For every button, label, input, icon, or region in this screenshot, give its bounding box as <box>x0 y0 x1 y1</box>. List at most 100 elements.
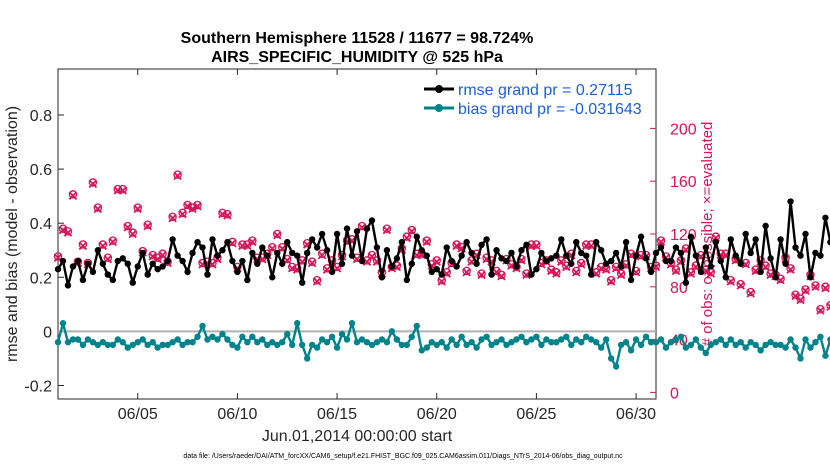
bias-point <box>672 336 680 343</box>
rmse-point <box>398 238 406 246</box>
rmse-point <box>637 233 645 240</box>
rmse-point <box>792 244 799 251</box>
obs-evaluated-point <box>577 260 586 269</box>
obs-evaluated-point <box>686 269 696 278</box>
bias-point <box>383 338 391 346</box>
obs-possible-point <box>402 232 412 241</box>
obs-evaluated-point <box>811 282 820 292</box>
data-file-footnote: data file: /Users/raeder/DAI/ATM_forcXX/… <box>183 453 623 460</box>
bias-point <box>782 344 789 351</box>
bias-point <box>593 338 600 346</box>
obs-evaluated-point <box>123 223 133 232</box>
bias-point <box>538 341 545 349</box>
bias-point <box>393 336 401 343</box>
obs-evaluated-point <box>616 270 626 280</box>
rmse-point <box>259 244 266 251</box>
obs-possible-point <box>108 236 118 245</box>
rmse-point <box>662 257 670 265</box>
obs-possible-point <box>821 282 830 292</box>
bias-point <box>553 338 560 346</box>
rmse-point <box>94 247 102 254</box>
obs-possible-point <box>452 240 461 249</box>
rmse-point <box>797 252 804 259</box>
obs-evaluated-point <box>547 266 556 276</box>
rmse-point <box>707 263 715 270</box>
obs-possible-point <box>736 279 745 289</box>
rmse-point <box>483 236 490 243</box>
obs-evaluated-point <box>98 241 108 251</box>
rmse-point <box>269 274 276 281</box>
obs-evaluated-point <box>193 202 202 211</box>
bias-point <box>418 347 425 354</box>
bias-point <box>358 336 366 343</box>
obs-evaluated-point <box>93 204 103 214</box>
bias-point <box>169 338 176 346</box>
rmse-point <box>164 257 171 265</box>
rmse-point <box>712 238 719 246</box>
rmse-point <box>184 268 191 276</box>
obs-possible-point <box>193 200 202 210</box>
rmse-point <box>812 249 819 257</box>
bias-point <box>269 338 276 346</box>
obs-possible-point <box>826 301 830 310</box>
obs-possible-point <box>98 240 108 249</box>
rmse-point <box>443 244 450 251</box>
obs-evaluated-point <box>248 237 257 247</box>
bias-point <box>677 333 685 340</box>
rmse-point <box>677 249 685 257</box>
rmse-point <box>802 230 809 238</box>
rmse-point <box>154 265 161 273</box>
rmse-point <box>732 252 739 259</box>
rmse-point <box>543 257 550 265</box>
obs-possible-point <box>168 212 177 222</box>
rmse-point <box>672 244 680 251</box>
bias-point <box>139 336 146 343</box>
obs-evaluated-point <box>173 171 182 181</box>
obs-possible-point <box>572 266 581 276</box>
bias-point <box>189 338 196 346</box>
rmse-point <box>697 268 705 276</box>
obs-evaluated-point <box>178 209 187 219</box>
bias-point <box>69 336 77 343</box>
bias-point <box>632 336 640 343</box>
obs-evaluated-point <box>133 204 142 214</box>
obs-possible-point <box>312 275 322 285</box>
rmse-point <box>533 265 540 273</box>
chart-title-line2: AIRS_SPECIFIC_HUMIDITY @ 525 hPa <box>211 49 503 66</box>
bias-point <box>398 341 406 349</box>
bias-point <box>378 336 386 343</box>
obs-evaluated-point <box>223 211 232 220</box>
obs-possible-point <box>422 236 432 245</box>
legend-bias-marker <box>435 104 443 112</box>
bias-point <box>438 338 445 346</box>
rmse-point <box>822 214 829 221</box>
bias-point <box>209 333 216 340</box>
bias-point <box>797 355 804 362</box>
obs-possible-point <box>577 258 586 268</box>
bias-point <box>279 338 286 346</box>
bias-point <box>79 341 87 349</box>
bias-point <box>707 341 715 349</box>
obs-evaluated-point <box>58 225 68 235</box>
bias-point <box>413 322 420 330</box>
obs-possible-point <box>477 269 486 278</box>
rmse-point <box>717 257 724 265</box>
bias-point <box>274 341 281 349</box>
rmse-point <box>682 279 690 286</box>
bias-point <box>423 344 430 351</box>
rmse-point <box>752 236 759 243</box>
obs-possible-point <box>801 285 810 294</box>
obs-evaluated-point <box>816 306 825 315</box>
obs-evaluated-point <box>118 186 128 195</box>
bias-point <box>303 355 311 362</box>
obs-possible-point <box>158 249 167 259</box>
bias-point <box>194 333 201 340</box>
chart-title-line1: Southern Hemisphere 11528 / 11677 = 98.7… <box>181 30 534 47</box>
bias-point <box>264 341 271 349</box>
rmse-point <box>493 247 500 254</box>
legend-bias-label: bias grand pr = -0.031643 <box>458 101 642 118</box>
bias-point <box>802 336 809 343</box>
rmse-point <box>74 257 82 265</box>
y-tick-label-right: 0 <box>670 385 679 402</box>
rmse-point <box>318 230 326 238</box>
